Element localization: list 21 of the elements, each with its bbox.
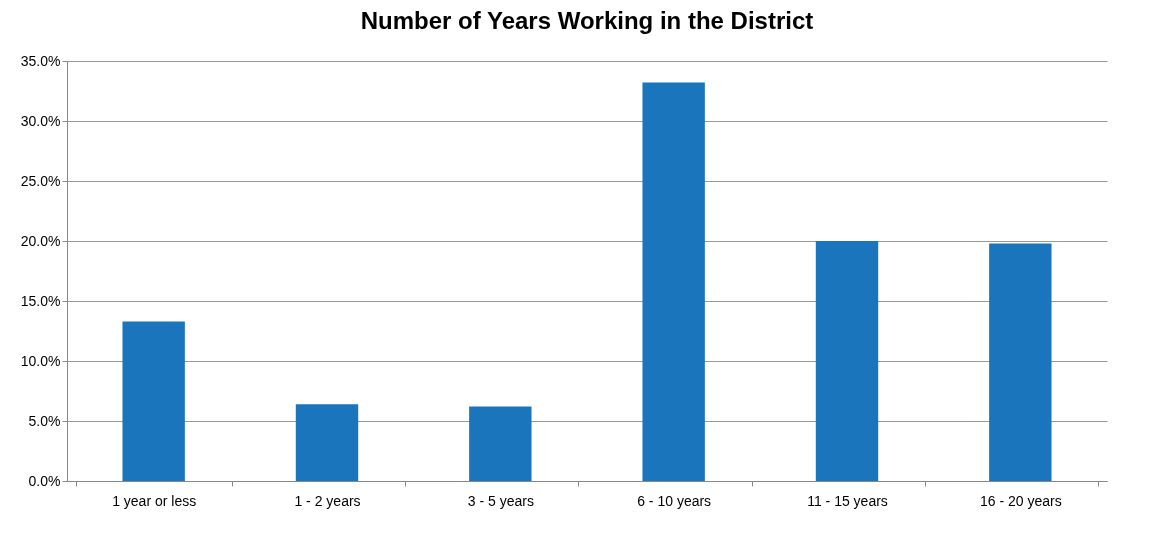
- x-tick-label: 1 year or less: [112, 492, 197, 509]
- y-tick-label: 5.0%: [28, 412, 61, 429]
- y-tick-label: 15.0%: [20, 292, 61, 309]
- x-tick-label: 3 - 5 years: [467, 492, 534, 509]
- bar: [642, 82, 705, 481]
- x-tick-label: 6 - 10 years: [637, 492, 712, 509]
- bar: [815, 241, 879, 481]
- x-tick-label: 11 - 15 years: [807, 492, 888, 509]
- x-tick-label: 16 - 20 years: [979, 492, 1062, 509]
- bar: [295, 404, 359, 481]
- bar: [122, 321, 185, 481]
- chart-title: Number of Years Working in the District: [360, 7, 814, 34]
- y-tick-label: 0.0%: [28, 472, 61, 489]
- y-tick-label: 20.0%: [20, 232, 61, 249]
- bar: [989, 243, 1052, 481]
- y-tick-label: 25.0%: [20, 172, 61, 189]
- y-tick-label: 35.0%: [20, 52, 61, 69]
- y-tick-label: 30.0%: [20, 112, 61, 129]
- bar: [469, 406, 532, 481]
- x-tick-label: 1 - 2 years: [294, 492, 361, 509]
- y-tick-label: 10.0%: [20, 352, 61, 369]
